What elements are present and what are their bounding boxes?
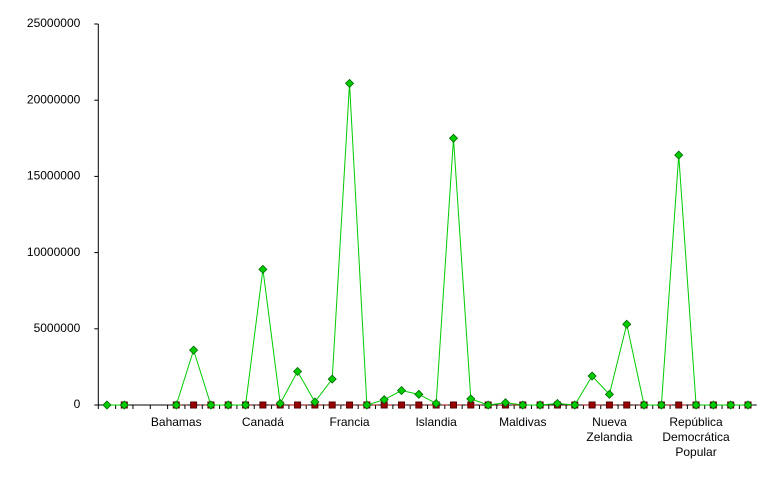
marker	[483, 400, 493, 410]
marker	[500, 398, 511, 408]
marker	[275, 398, 285, 409]
marker	[206, 400, 216, 410]
marker	[674, 150, 684, 160]
marker	[448, 133, 459, 143]
marker	[535, 400, 545, 410]
marker	[223, 400, 233, 410]
y-tick-label: 0	[74, 397, 81, 411]
marker	[190, 401, 198, 409]
marker	[588, 401, 596, 409]
marker	[622, 319, 632, 329]
x-tick-label: República Democrática Popular	[662, 415, 730, 459]
x-tick-label: Nueva Zelandia	[586, 415, 633, 444]
marker	[466, 394, 476, 404]
marker	[102, 400, 112, 410]
marker	[675, 401, 683, 409]
marker	[310, 397, 320, 407]
series-line	[175, 83, 749, 406]
marker	[396, 385, 407, 396]
x-tick-label: Bahamas	[150, 415, 202, 429]
marker	[570, 400, 580, 410]
marker	[189, 345, 199, 355]
marker	[258, 264, 268, 274]
y-tick-label: 5000000	[34, 321, 81, 335]
marker	[328, 401, 336, 409]
x-tick-label: Canadá	[241, 415, 284, 429]
marker	[327, 374, 337, 384]
marker	[292, 366, 303, 377]
marker	[552, 398, 563, 409]
marker	[639, 400, 649, 410]
marker	[587, 371, 597, 381]
marker	[726, 400, 736, 410]
x-tick-label: Islandia	[415, 415, 457, 429]
marker	[119, 400, 129, 410]
marker	[656, 400, 666, 410]
y-tick-label: 15000000	[27, 169, 81, 183]
marker	[743, 400, 753, 410]
marker	[518, 400, 528, 410]
marker	[623, 401, 631, 409]
marker	[414, 389, 424, 399]
x-tick-label: Maldivas	[499, 415, 547, 429]
marker	[604, 389, 614, 399]
marker	[344, 78, 355, 89]
y-tick-label: 20000000	[27, 92, 81, 106]
marker	[431, 398, 441, 409]
marker	[708, 400, 718, 410]
marker	[449, 401, 457, 409]
marker	[241, 400, 251, 410]
marker	[346, 401, 354, 409]
marker	[171, 400, 181, 410]
marker	[605, 401, 613, 409]
x-tick-label: Francia	[329, 415, 370, 429]
marker	[362, 400, 372, 410]
y-tick-label: 25000000	[27, 16, 81, 30]
marker	[415, 401, 423, 409]
marker	[398, 401, 406, 409]
marker	[294, 401, 302, 409]
marker	[691, 400, 701, 410]
marker	[379, 395, 389, 405]
y-tick-label: 10000000	[27, 245, 81, 259]
marker	[259, 401, 267, 409]
